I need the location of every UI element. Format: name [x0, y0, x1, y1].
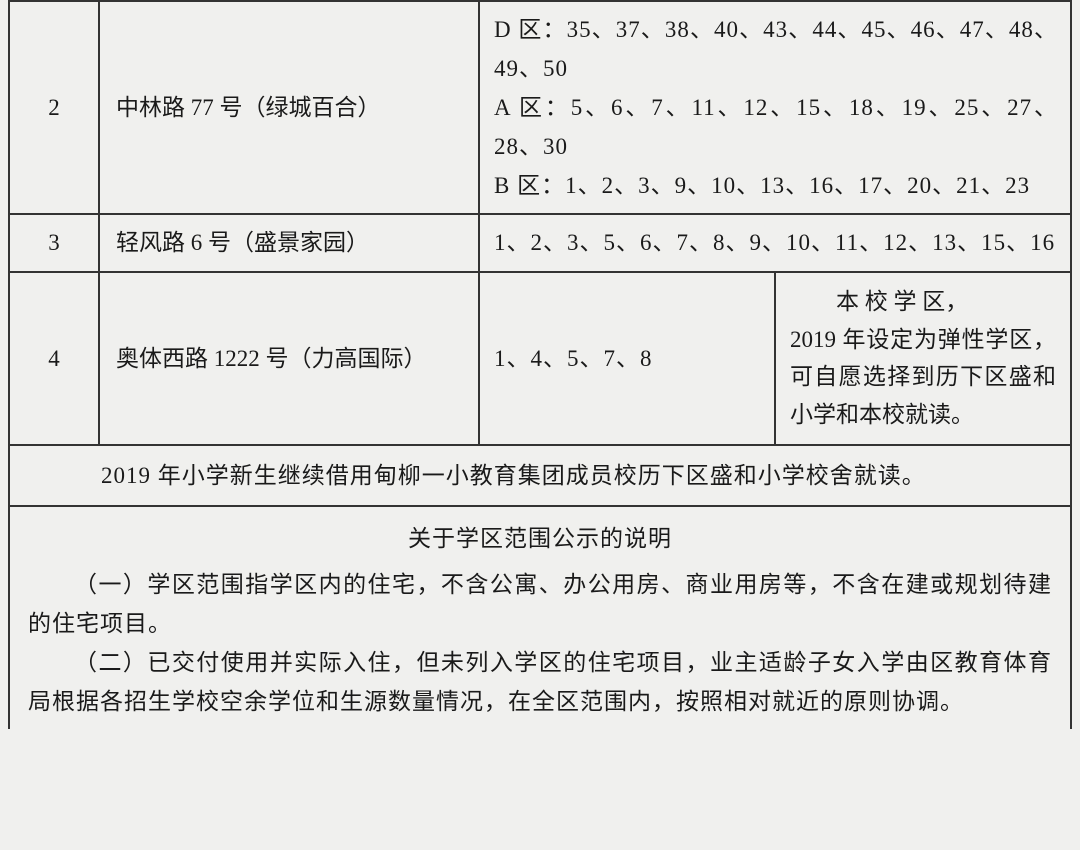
- district-table: 2 中林路 77 号（绿城百合） D 区：35、37、38、40、43、44、4…: [8, 0, 1072, 729]
- row-address: 轻风路 6 号（盛景家园）: [99, 214, 479, 271]
- row-address: 奥体西路 1222 号（力高国际）: [99, 272, 479, 446]
- row-number: 4: [9, 272, 99, 446]
- notice-row: 2019 年小学新生继续借用甸柳一小教育集团成员校历下区盛和小学校舍就读。: [9, 445, 1071, 506]
- table-row: 3 轻风路 6 号（盛景家园） 1、2、3、5、6、7、8、9、10、11、12…: [9, 214, 1071, 271]
- region-block: A 区：5、6、7、11、12、15、18、19、25、27、28、30: [494, 88, 1058, 166]
- row-detail: D 区：35、37、38、40、43、44、45、46、47、48、49、50 …: [479, 1, 1071, 214]
- row-note: 本 校 学 区， 2019 年设定为弹性学区，可自愿选择到历下区盛和小学和本校就…: [775, 272, 1071, 446]
- explain-row: 关于学区范围公示的说明 （一）学区范围指学区内的住宅，不含公寓、办公用房、商业用…: [9, 506, 1071, 728]
- explain-title: 关于学区范围公示的说明: [28, 519, 1052, 558]
- explain-para: （一）学区范围指学区内的住宅，不含公寓、办公用房、商业用房等，不含在建或规划待建…: [28, 565, 1052, 643]
- explain-cell: 关于学区范围公示的说明 （一）学区范围指学区内的住宅，不含公寓、办公用房、商业用…: [9, 506, 1071, 728]
- explain-para: （二）已交付使用并实际入住，但未列入学区的住宅项目，业主适龄子女入学由区教育体育…: [28, 643, 1052, 721]
- row-address: 中林路 77 号（绿城百合）: [99, 1, 479, 214]
- table-row: 4 奥体西路 1222 号（力高国际） 1、4、5、7、8 本 校 学 区， 2…: [9, 272, 1071, 446]
- row-number: 2: [9, 1, 99, 214]
- notice-text: 2019 年小学新生继续借用甸柳一小教育集团成员校历下区盛和小学校舍就读。: [55, 456, 1025, 495]
- note-rest: 2019 年设定为弹性学区，可自愿选择到历下区盛和小学和本校就读。: [790, 327, 1056, 428]
- region-block: 1、4、5、7、8: [494, 339, 762, 378]
- region-block: D 区：35、37、38、40、43、44、45、46、47、48、49、50: [494, 10, 1058, 88]
- region-block: 1、2、3、5、6、7、8、9、10、11、12、13、15、16: [494, 223, 1058, 262]
- table-row: 2 中林路 77 号（绿城百合） D 区：35、37、38、40、43、44、4…: [9, 1, 1071, 214]
- note-first-line: 本 校 学 区，: [790, 283, 1056, 321]
- row-detail: 1、2、3、5、6、7、8、9、10、11、12、13、15、16: [479, 214, 1071, 271]
- row-detail: 1、4、5、7、8: [479, 272, 775, 446]
- notice-cell: 2019 年小学新生继续借用甸柳一小教育集团成员校历下区盛和小学校舍就读。: [9, 445, 1071, 506]
- row-number: 3: [9, 214, 99, 271]
- region-block: B 区：1、2、3、9、10、13、16、17、20、21、23: [494, 166, 1058, 205]
